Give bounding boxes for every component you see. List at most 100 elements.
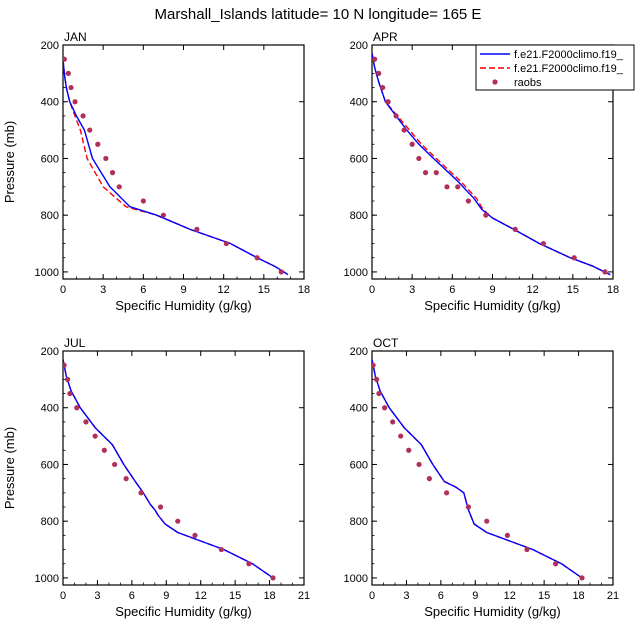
raobs-point [483,212,489,218]
x-tick-label: 3 [403,590,409,602]
raobs-point [194,226,200,232]
y-tick-label: 600 [350,459,368,471]
raobs-point [246,561,252,567]
x-tick-label: 15 [229,590,241,602]
raobs-point [390,419,396,425]
raobs-point [92,433,98,439]
y-tick-label: 200 [350,346,368,358]
raobs-point [254,255,260,261]
series-group [63,56,289,276]
raobs-point [406,447,412,453]
legend-label: raobs [514,77,542,89]
series-group [372,359,585,581]
x-tick-label: 0 [60,590,66,602]
raobs-point [443,490,450,496]
x-tick-label: 0 [60,284,66,296]
y-tick-label: 600 [41,459,59,471]
x-tick-label: 15 [258,284,270,296]
raobs-point [465,504,471,510]
x-tick-label: 3 [409,284,415,296]
y-tick-label: 800 [350,210,368,222]
raobs-point [278,269,284,275]
panel-label: OCT [373,336,399,350]
x-tick-label: 18 [263,590,275,602]
raobs-point [602,269,608,275]
y-tick-label: 200 [41,40,59,52]
x-tick-label: 21 [607,590,619,602]
raobs-point [416,461,422,468]
raobs-point [80,113,86,119]
x-tick-label: 3 [94,590,100,602]
series-line-blue [63,359,274,579]
raobs-point [409,141,415,147]
raobs-point [112,461,118,468]
raobs-point [95,141,101,147]
panel-label: APR [373,30,398,44]
y-axis-title: Pressure (mb) [2,121,17,203]
raobs-point [109,170,116,176]
x-tick-label: 6 [449,284,455,296]
x-tick-label: 0 [369,590,375,602]
y-tick-label: 1000 [344,267,368,279]
y-tick-label: 800 [41,516,59,528]
raobs-point [65,70,71,76]
raobs-point [223,240,229,247]
raobs-point [87,127,93,133]
panel-jul: JUL 0 3 6 9 12 15 18 21 200 400 600 800 1000 Specific … [2,336,310,619]
raobs-point [270,575,276,581]
raobs-point [67,390,73,397]
y-tick-label: 400 [41,403,59,415]
raobs-point [398,433,404,439]
y-tick-label: 200 [41,346,59,358]
plot-frame [371,350,614,586]
series-line-blue [372,359,583,579]
x-tick-label: 18 [607,284,619,296]
x-tick-label: 18 [572,590,584,602]
raobs-point [376,390,382,397]
raobs-point [123,476,129,482]
raobs-point [540,240,546,247]
panel-label: JAN [64,30,87,44]
y-tick-label: 800 [350,516,368,528]
raobs-point [382,405,388,411]
raobs-point [579,575,585,581]
x-tick-label: 12 [527,284,539,296]
raobs-point [504,532,511,538]
raobs-point [380,84,386,91]
raobs-point [101,447,107,453]
y-tick-label: 800 [41,210,59,222]
x-axis-title: Specific Humidity (g/kg) [115,604,252,619]
legend-label: f.e21.F2000climo.f19_ [514,63,624,75]
raobs-point [465,198,471,204]
x-tick-label: 0 [369,284,375,296]
y-tick-label: 600 [41,153,59,165]
x-tick-label: 9 [180,284,186,296]
x-tick-label: 12 [195,590,207,602]
raobs-point [83,419,89,425]
x-tick-label: 9 [472,590,478,602]
raobs-point [63,362,67,368]
x-tick-label: 3 [100,284,106,296]
figure-title: Marshall_Islands latitude= 10 N longitud… [155,6,482,23]
panel-label: JUL [64,336,86,350]
raobs-point [401,127,407,133]
x-tick-label: 15 [538,590,550,602]
raobs-point [524,546,530,553]
legend: f.e21.F2000climo.f19_ f.e21.F2000climo.f1… [475,44,635,91]
raobs-point [68,84,74,91]
x-axis-title: Specific Humidity (g/kg) [424,298,561,313]
raobs-point [64,376,71,382]
series-group [372,53,611,276]
raobs-point [372,362,376,368]
x-tick-label: 9 [163,590,169,602]
raobs-point [160,212,167,218]
x-tick-label: 12 [504,590,516,602]
x-tick-label: 6 [438,590,444,602]
y-axis-title: Pressure (mb) [2,427,17,509]
panel-jan: JAN 0 3 6 9 12 15 18 200 400 600 800 1000 Specific Hu… [2,30,310,313]
y-tick-label: 400 [350,97,368,109]
panel-oct: OCT 0 3 6 9 12 15 18 21 200 400 600 800 1000 Specific … [344,336,620,619]
raobs-point [416,155,422,162]
y-tick-label: 1000 [35,267,59,279]
